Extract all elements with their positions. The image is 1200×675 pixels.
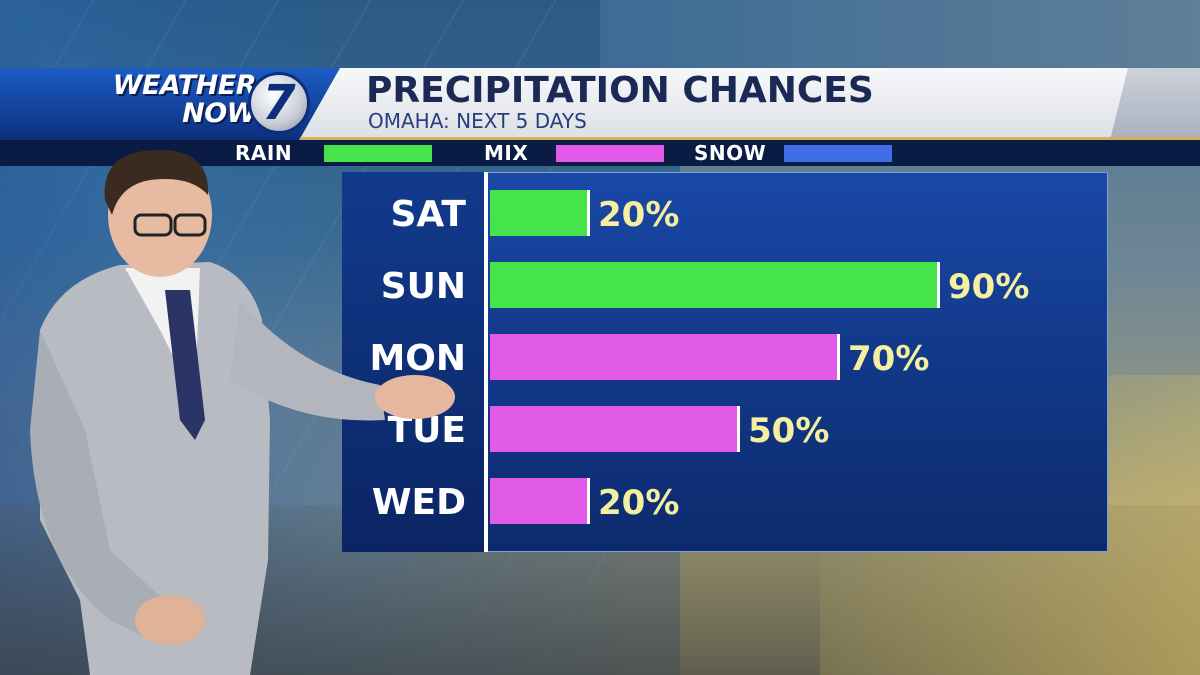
legend-rain-swatch xyxy=(324,145,432,162)
bar-end-cap-mon xyxy=(837,334,840,380)
bar-tue xyxy=(490,406,740,452)
legend-rain-label: RAIN xyxy=(235,141,293,165)
category-label-sun: SUN xyxy=(381,266,466,307)
value-label-wed: 20% xyxy=(598,483,679,523)
bar-end-cap-sun xyxy=(937,262,940,308)
logo-number: 7 xyxy=(262,75,296,131)
chart-axis-line xyxy=(484,172,488,552)
background-top-block xyxy=(600,0,1200,68)
bar-end-cap-tue xyxy=(737,406,740,452)
legend-snow-swatch xyxy=(784,145,892,162)
bar-wed xyxy=(490,478,590,524)
presenter-figure xyxy=(30,150,455,675)
bar-sun xyxy=(490,262,940,308)
station-logo-text: WEATHER NOW xyxy=(96,70,257,129)
legend-mix: MIX xyxy=(484,141,529,165)
legend-snow-label: SNOW xyxy=(694,141,767,165)
bar-sat xyxy=(490,190,590,236)
value-label-mon: 70% xyxy=(848,339,929,379)
value-label-tue: 50% xyxy=(748,411,829,451)
category-label-mon: MON xyxy=(369,338,466,379)
category-label-wed: WED xyxy=(372,482,466,523)
value-label-sat: 20% xyxy=(598,195,679,235)
bar-end-cap-wed xyxy=(587,478,590,524)
logo-line-2: NOW xyxy=(182,98,256,129)
logo-line-1: WEATHER xyxy=(112,70,257,101)
value-label-sun: 90% xyxy=(948,267,1029,307)
bar-end-cap-sat xyxy=(587,190,590,236)
header-divider xyxy=(300,137,1200,140)
chart-subtitle: OMAHA: NEXT 5 DAYS xyxy=(368,109,587,133)
chart-title: PRECIPITATION CHANCES xyxy=(366,70,874,111)
legend-mix-label: MIX xyxy=(484,141,529,165)
legend-snow: SNOW xyxy=(694,141,767,165)
legend-rain: RAIN xyxy=(235,141,293,165)
channel-seven-icon: 7 xyxy=(248,72,310,134)
bar-mon xyxy=(490,334,840,380)
legend-mix-swatch xyxy=(556,145,664,162)
header-accent xyxy=(1110,68,1200,140)
category-column xyxy=(342,172,484,552)
category-label-sat: SAT xyxy=(390,194,466,235)
